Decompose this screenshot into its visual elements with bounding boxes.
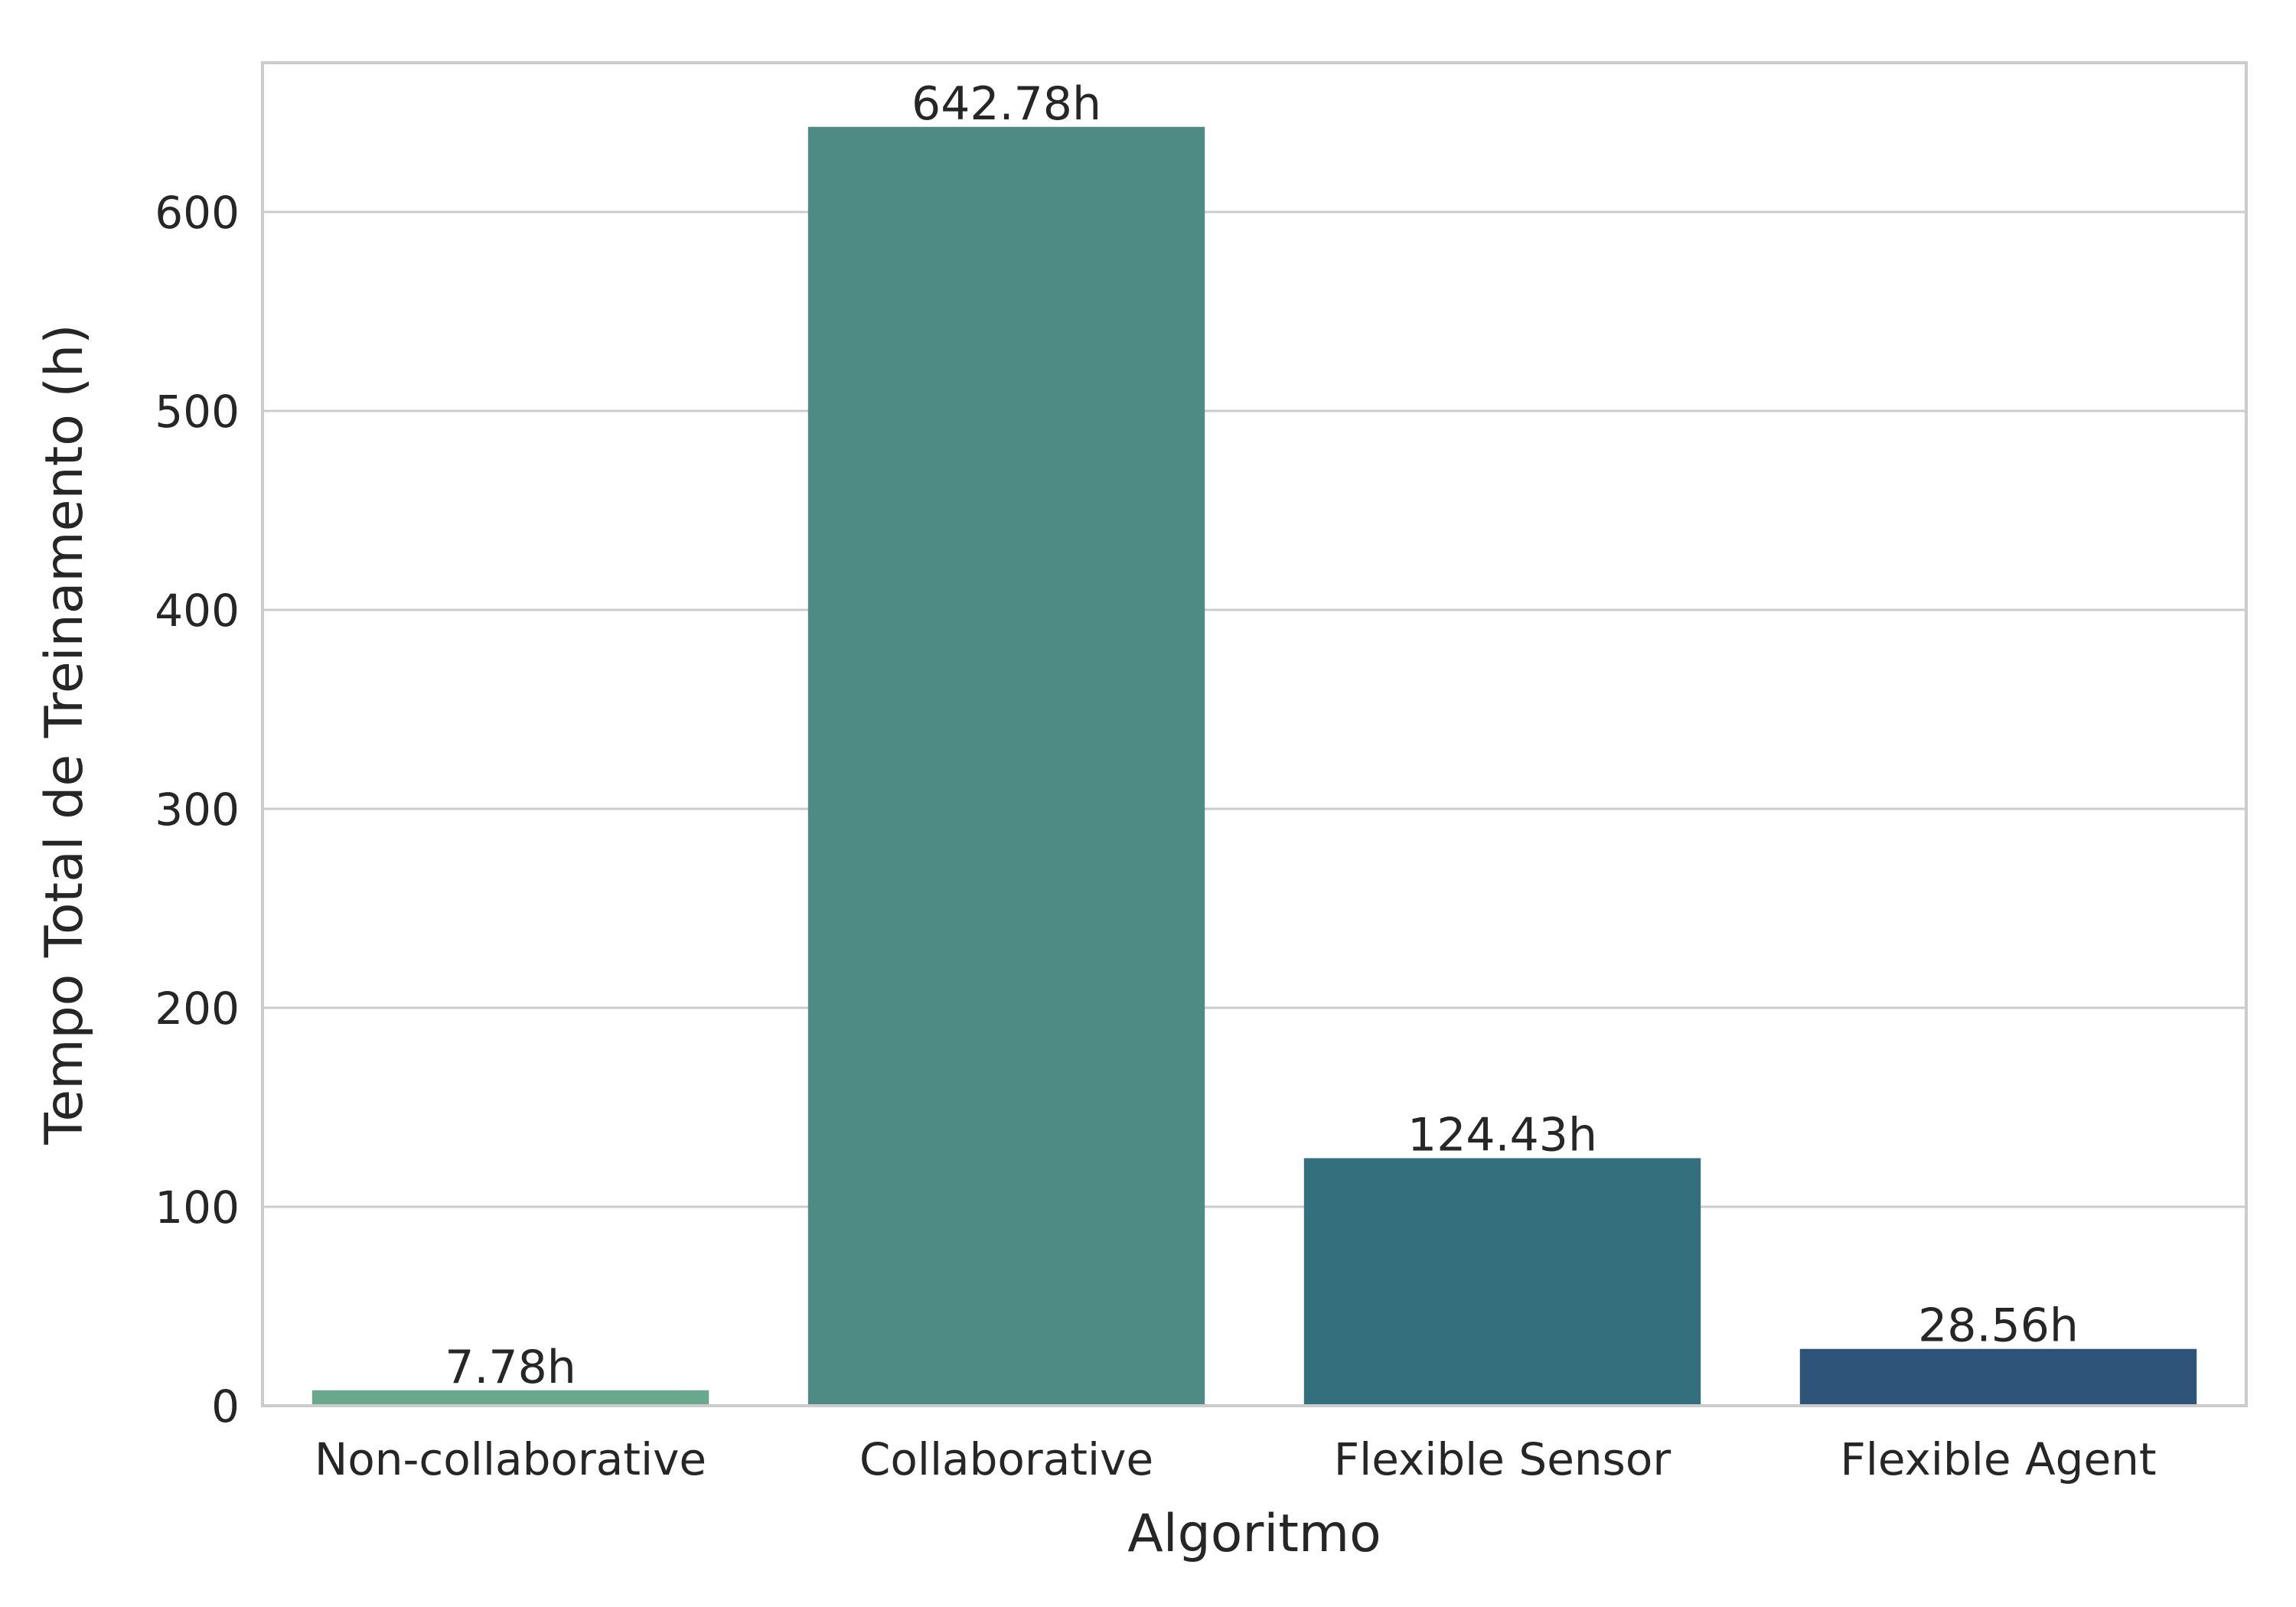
y-tick-label: 200 (155, 983, 240, 1035)
bar-value-label: 642.78h (912, 77, 1101, 131)
y-tick-label: 0 (211, 1380, 240, 1433)
x-tick-label: Non-collaborative (315, 1433, 706, 1485)
bar-value-label: 7.78h (445, 1341, 576, 1394)
y-tick-label: 300 (155, 784, 240, 836)
bar-value-label: 124.43h (1407, 1108, 1597, 1162)
bar-flexible-sensor (1303, 1158, 1701, 1406)
y-axis-title: Tempo Total de Treinamento (h) (34, 324, 95, 1145)
x-tick-labels: Non-collaborative Collaborative Flexible S… (315, 1433, 2157, 1485)
x-tick-label: Flexible Sensor (1334, 1433, 1671, 1485)
bar-value-labels: 7.78h 642.78h 124.43h 28.56h (445, 77, 2079, 1394)
y-tick-label: 400 (155, 585, 240, 637)
bar-value-label: 28.56h (1918, 1299, 2079, 1353)
y-tick-label: 600 (155, 187, 240, 239)
bars (311, 126, 2197, 1407)
y-tick-label: 500 (155, 386, 240, 438)
y-tick-labels: 0 100 200 300 400 500 600 (155, 187, 240, 1433)
x-tick-label: Collaborative (859, 1433, 1153, 1485)
y-tick-label: 100 (155, 1182, 240, 1234)
bar-flexible-agent (1799, 1348, 2197, 1406)
bar-collaborative (807, 126, 1205, 1407)
x-axis-title: Algoritmo (1127, 1504, 1381, 1564)
bar-non-collaborative (311, 1390, 709, 1406)
x-tick-label: Flexible Agent (1840, 1433, 2156, 1485)
plot-frame (261, 61, 2248, 1407)
gridlines (263, 210, 2246, 1208)
